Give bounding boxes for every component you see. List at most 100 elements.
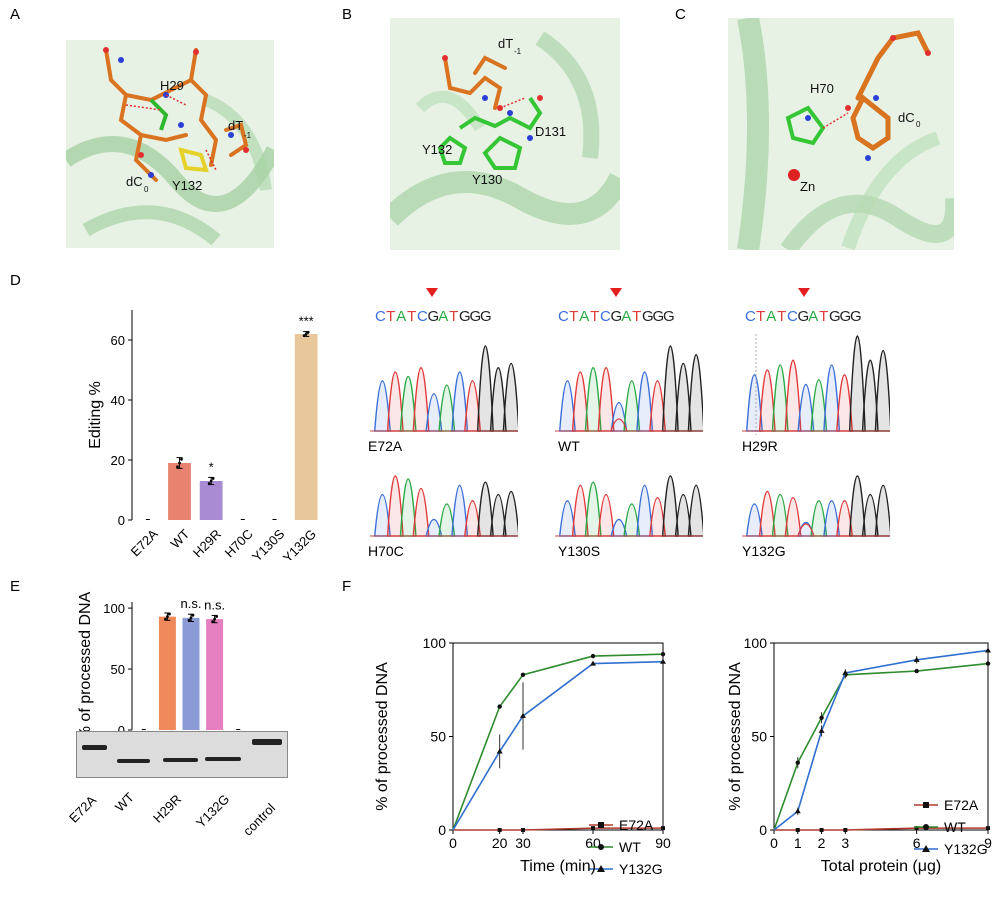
chromatogram-peak: [874, 350, 890, 432]
gel-band-wt: [117, 759, 150, 763]
gel-lane-label-y132g: Y132G: [193, 791, 233, 831]
y-tick-label: 20: [111, 453, 125, 468]
sequence-base: G: [642, 308, 654, 325]
chromatogram-peak: [438, 503, 456, 537]
chromatogram-label-wt: WT: [558, 438, 580, 454]
edit-site-marker-3: [798, 288, 810, 297]
chromatogram-label-e72a: E72A: [368, 438, 403, 454]
data-point: [211, 477, 215, 480]
sequence-3: CTATCGATGGG: [745, 308, 862, 325]
sequence-base: T: [449, 308, 459, 325]
chromatogram-peak: [451, 371, 469, 432]
chromatogram-peak: [558, 500, 576, 537]
legend-label: Y132G: [619, 861, 663, 875]
chromatogram-peak: [636, 371, 654, 432]
edit-site-marker-1: [426, 288, 438, 297]
legend-marker: [598, 822, 604, 828]
bar-control: [236, 729, 241, 730]
chromatogram-peak: [674, 494, 692, 537]
chromatogram-peak: [810, 500, 828, 537]
chromatogram-peak: [687, 484, 703, 537]
y-tick-label: 100: [103, 601, 125, 616]
structure-b-image: dT -1 Y132 D131 Y130: [390, 18, 620, 250]
chromatogram-peak: [745, 374, 763, 432]
sequence-base: C: [417, 308, 428, 325]
legend-label: WT: [944, 819, 966, 835]
chromatogram-peak: [476, 481, 494, 537]
chromatogram-peak: [571, 484, 589, 537]
sequence-base: G: [839, 308, 852, 325]
sequence-base: G: [829, 308, 841, 325]
series-line-wt: [773, 662, 989, 831]
data-point: [521, 828, 525, 832]
panel-label-e: E: [10, 578, 21, 595]
panel-label-b: B: [342, 6, 353, 23]
chromatogram-y132g: [742, 475, 890, 537]
chromatogram-peak: [597, 367, 615, 432]
sequence-base: T: [819, 308, 829, 325]
sequence-base: A: [438, 308, 449, 325]
sequence-base: C: [745, 308, 756, 325]
data-point: [304, 332, 308, 336]
data-point: [913, 656, 920, 662]
chromatogram-y130s: [555, 475, 703, 537]
data-point: [180, 457, 183, 461]
x-tick-label: 1: [794, 835, 802, 851]
chromatogram-secondary-peak: [797, 523, 815, 537]
gel-lane-label-wt: WT: [112, 789, 137, 815]
y-tick-label: 0: [118, 513, 125, 528]
chromatogram-peak: [399, 478, 417, 537]
y-axis-label: Editing %: [87, 381, 104, 449]
chromatogram-peak: [489, 367, 507, 432]
sequence-base: G: [469, 308, 482, 325]
bar-e72a: [145, 519, 150, 520]
legend-marker: [923, 824, 929, 830]
chromatogram-peak: [861, 359, 879, 432]
sequence-base: G: [850, 308, 862, 325]
y-tick-label: 40: [111, 393, 125, 408]
label-dc: dC: [126, 174, 143, 189]
data-point: [302, 334, 306, 338]
data-point: [914, 826, 919, 831]
series-line-wt: [452, 653, 664, 831]
category-label: WT: [168, 526, 193, 551]
data-point: [795, 828, 800, 832]
x-tick-label: 0: [449, 835, 457, 851]
sequence-base: G: [459, 308, 471, 325]
chromatogram-peak: [636, 484, 654, 537]
chromatogram-peak: [464, 500, 482, 537]
sequence-base: G: [480, 308, 492, 325]
label-dt-sub: -1: [514, 47, 522, 56]
significance-label: n.s.: [204, 597, 225, 612]
x-tick-label: 2: [818, 835, 826, 851]
data-point: [842, 669, 849, 675]
sequence-base: C: [558, 308, 569, 325]
chromatogram-peak: [861, 494, 879, 537]
data-point: [520, 712, 526, 718]
sequence-base: C: [600, 308, 611, 325]
sequence-base: T: [569, 308, 579, 325]
legend-label: WT: [619, 839, 641, 855]
legend-label: E72A: [619, 817, 654, 833]
bar-y132g: [206, 619, 224, 730]
data-point: [986, 826, 990, 831]
data-point: [213, 617, 217, 621]
gel-lane-label-h29r: H29R: [150, 791, 185, 826]
sequence-base: T: [590, 308, 600, 325]
sequence-base: A: [621, 308, 632, 325]
sequence-base: T: [407, 308, 417, 325]
chromatogram-peak: [399, 376, 417, 432]
significance-label: n.s.: [181, 596, 202, 611]
data-point: [818, 727, 825, 733]
y-axis-label: % of processed DNA: [374, 662, 391, 811]
chromatogram-e72a: [370, 345, 518, 432]
label-y130: Y130: [472, 172, 502, 187]
sequence-base: G: [663, 308, 675, 325]
data-point: [660, 658, 666, 664]
chromatogram-peak: [745, 503, 763, 537]
panel-label-f: F: [342, 578, 352, 595]
bar-e72a: [141, 729, 146, 730]
sequence-base: C: [375, 308, 386, 325]
